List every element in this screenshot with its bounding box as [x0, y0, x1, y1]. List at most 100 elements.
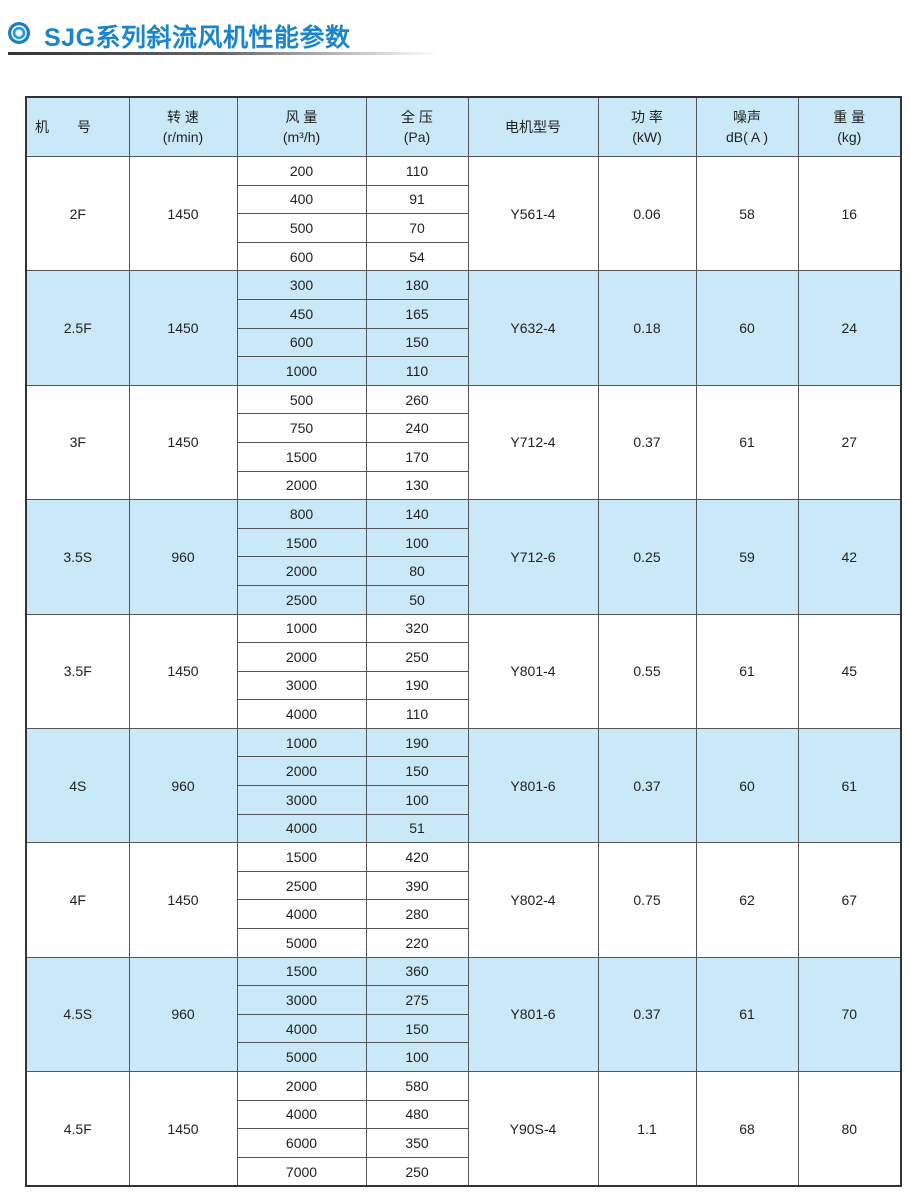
pressure-cell: 165: [365, 298, 469, 329]
title-underline: [8, 52, 438, 55]
power-cell: 0.18: [597, 270, 697, 386]
airflow-cell: 600: [236, 327, 367, 358]
airflow-cell: 4000: [236, 1099, 367, 1130]
table-row: 450 165: [26, 298, 901, 329]
header-unit: (kg): [837, 129, 862, 145]
pressure-cell: 150: [365, 756, 469, 787]
noise-cell: 62: [695, 842, 799, 958]
pressure-cell: 390: [365, 870, 469, 901]
airflow-cell: 3000: [236, 785, 367, 815]
pressure-cell: 420: [365, 842, 469, 872]
pressure-cell: 180: [365, 270, 469, 300]
speed-cell: 1450: [128, 270, 238, 386]
header-row: 机 号 转 速 (r/min) 风 量 (m³/h) 全 压 (Pa) 电机型号 功 率 (kW)…: [25, 96, 902, 157]
model-cell: 2F: [25, 155, 130, 272]
pressure-cell: 100: [365, 527, 469, 558]
airflow-cell: 1500: [236, 441, 367, 472]
table-row: 3.5S 960 800 140 Y712-6 0.25 59 42: [25, 499, 902, 615]
motor-cell: Y712-6: [467, 499, 599, 615]
pressure-cell: 360: [365, 956, 469, 987]
pressure-cell: 140: [365, 499, 469, 529]
airflow-cell: 5000: [236, 1042, 367, 1072]
header-label: 全 压: [401, 109, 433, 125]
pressure-cell: 150: [365, 1013, 469, 1044]
power-cell: 0.37: [597, 384, 697, 501]
airflow-cell: 500: [236, 384, 367, 415]
airflow-cell: 400: [236, 184, 367, 215]
pressure-cell: 280: [365, 899, 469, 930]
airflow-cell: 1000: [236, 613, 367, 644]
pressure-cell: 110: [365, 699, 469, 729]
airflow-cell: 2500: [236, 584, 367, 615]
power-cell: 0.25: [597, 499, 697, 615]
airflow-cell: 1500: [236, 842, 367, 872]
table-body: 2F 1450 200 110 Y561-4 0.06 58 16 400 91 500 70 600 5…: [25, 155, 902, 1187]
airflow-cell: 2500: [236, 870, 367, 901]
airflow-cell: 2000: [236, 642, 367, 672]
power-cell: 1.1: [597, 1071, 697, 1187]
header-label: 噪声: [733, 109, 761, 125]
pressure-cell: 100: [365, 785, 469, 815]
motor-cell: Y801-6: [467, 956, 599, 1073]
speed-cell: 1450: [128, 384, 238, 501]
weight-cell: 61: [797, 727, 902, 844]
speed-cell: 1450: [128, 155, 238, 272]
table-row: 1000 110: [26, 356, 901, 386]
table-row: 4000 150: [26, 1013, 901, 1044]
weight-cell: 16: [797, 155, 902, 272]
header-label: 转 速: [167, 109, 199, 125]
table-row: 4000 51: [26, 813, 901, 844]
table-row: 750 240: [26, 413, 901, 443]
noise-cell: 58: [695, 155, 799, 272]
weight-cell: 80: [797, 1071, 902, 1187]
airflow-cell: 2000: [236, 1071, 367, 1101]
table-row: 3F 1450 500 260 Y712-4 0.37 61 27: [25, 384, 902, 501]
pressure-cell: 91: [365, 184, 469, 215]
power-cell: 0.55: [597, 613, 697, 729]
pressure-cell: 250: [365, 642, 469, 672]
pressure-cell: 190: [365, 727, 469, 758]
pressure-cell: 350: [365, 1128, 469, 1158]
pressure-cell: 275: [365, 985, 469, 1015]
airflow-cell: 4000: [236, 899, 367, 930]
motor-cell: Y801-6: [467, 727, 599, 844]
model-cell: 4.5F: [25, 1071, 130, 1187]
header-label: 电机型号: [505, 119, 561, 135]
motor-cell: Y802-4: [467, 842, 599, 958]
motor-cell: Y712-4: [467, 384, 599, 501]
header-label: 风 量: [285, 109, 318, 125]
table-row: 1500 100: [26, 527, 901, 558]
pressure-cell: 260: [365, 384, 469, 415]
power-cell: 0.37: [597, 956, 697, 1073]
model-cell: 3F: [25, 384, 130, 501]
table-row: 7000 250: [26, 1156, 901, 1187]
pressure-cell: 250: [365, 1156, 469, 1187]
header-speed: 转 速 (r/min): [128, 96, 238, 157]
pressure-cell: 54: [365, 241, 469, 272]
pressure-cell: 70: [365, 213, 469, 243]
header-noise: 噪声 dB( A ): [695, 96, 799, 157]
model-cell: 4.5S: [25, 956, 130, 1073]
airflow-cell: 450: [236, 298, 367, 329]
airflow-cell: 3000: [236, 670, 367, 701]
airflow-cell: 2000: [236, 756, 367, 787]
airflow-cell: 6000: [236, 1128, 367, 1158]
table-row: 4.5F 1450 2000 580 Y90S-4 1.1 68 80: [25, 1071, 902, 1187]
pressure-cell: 130: [365, 470, 469, 501]
airflow-cell: 500: [236, 213, 367, 243]
airflow-cell: 1500: [236, 956, 367, 987]
airflow-cell: 4000: [236, 1013, 367, 1044]
speed-cell: 960: [128, 727, 238, 844]
model-cell: 2.5F: [25, 270, 130, 386]
pressure-cell: 150: [365, 327, 469, 358]
airflow-cell: 2000: [236, 470, 367, 501]
airflow-cell: 800: [236, 499, 367, 529]
airflow-cell: 1000: [236, 727, 367, 758]
bullet-circle-icon: [8, 22, 30, 44]
table-row: 400 91: [26, 184, 901, 215]
header-pressure: 全 压 (Pa): [365, 96, 469, 157]
table-row: 2.5F 1450 300 180 Y632-4 0.18 60 24: [25, 270, 902, 386]
speed-cell: 1450: [128, 1071, 238, 1187]
weight-cell: 45: [797, 613, 902, 729]
header-unit: dB( A ): [725, 129, 769, 145]
